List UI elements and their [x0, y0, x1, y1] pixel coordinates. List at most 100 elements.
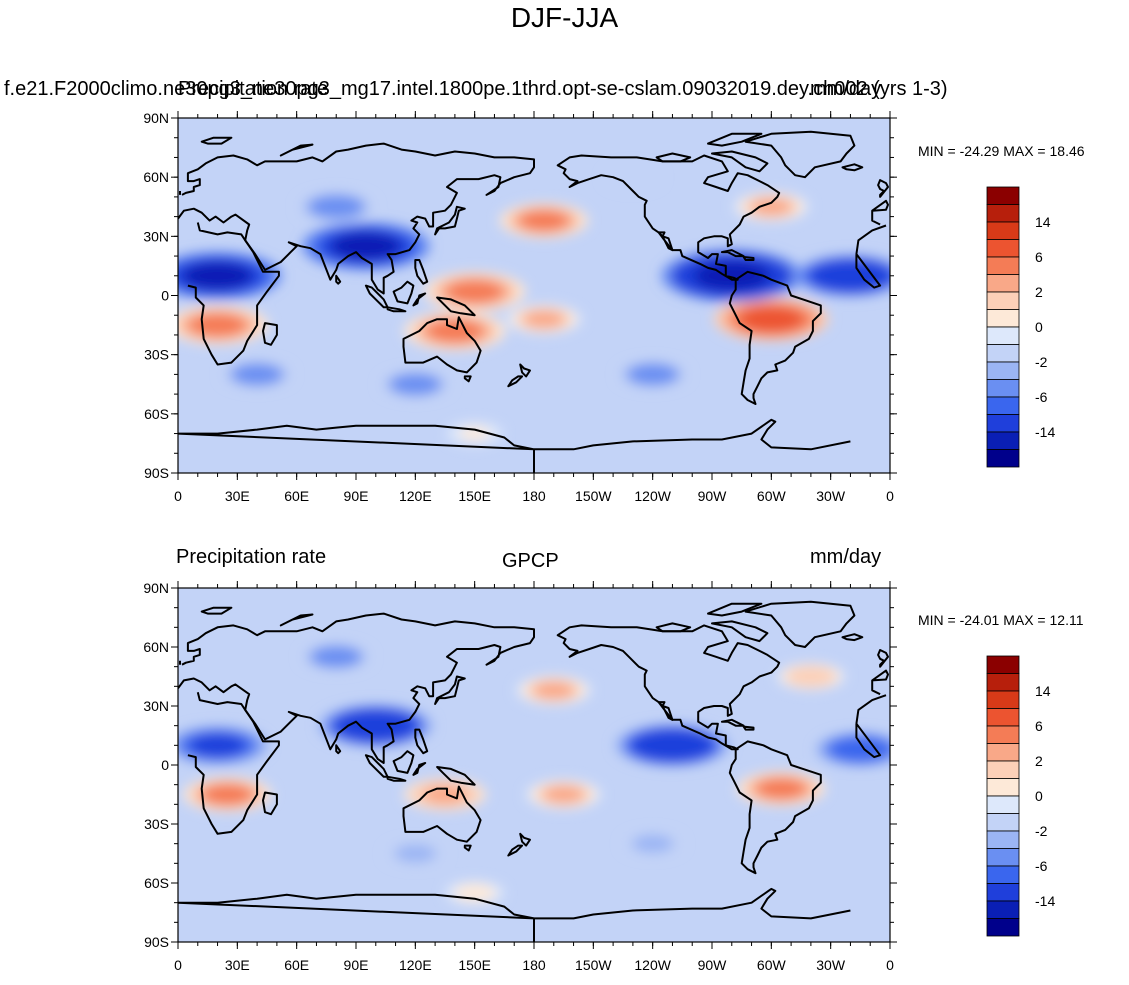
coastline-8: [412, 762, 427, 776]
colorbar-box: [986, 431, 1020, 450]
lon-tick-label: 90W: [698, 957, 728, 973]
field-feature-5-ring-3: [751, 198, 792, 216]
colorbar-box: [986, 760, 1020, 779]
field-feature-4-ring-3: [238, 366, 276, 383]
field-feature-13-ring-3: [641, 732, 704, 758]
coastline-20: [711, 620, 769, 643]
coastline-21: [707, 602, 763, 617]
lat-tick-label: 60N: [143, 169, 169, 185]
colorbar-box: [986, 865, 1020, 884]
field-feature-1-ring-3: [617, 170, 648, 184]
lon-tick-label: 150E: [458, 488, 491, 504]
lon-tick-label: 30W: [816, 957, 846, 973]
coastline-22: [655, 152, 692, 163]
lat-tick-label: 90S: [144, 934, 169, 950]
coastline-14: [507, 375, 524, 388]
coastline-15: [335, 274, 342, 285]
field-feature-0-ring-3: [459, 426, 490, 441]
colorbar-label: -14: [1035, 424, 1055, 440]
colorbar-box: [986, 813, 1020, 832]
coastline-28: [200, 136, 233, 145]
lon-tick-label: 90E: [344, 957, 369, 973]
coastline-7: [386, 775, 407, 782]
coastline-26: [178, 418, 851, 473]
colorbar-box: [986, 274, 1020, 293]
colorbar-box: [986, 379, 1020, 398]
colorbar-label: 0: [1035, 319, 1043, 335]
coastline-0: [187, 691, 887, 835]
colorbar-box: [986, 725, 1020, 744]
coastline-9: [414, 728, 429, 755]
lon-tick-label: 30W: [816, 488, 846, 504]
coastline-4: [434, 205, 466, 236]
field-feature-11-ring-3: [190, 734, 245, 757]
colorbar-box: [986, 344, 1020, 363]
colorbar-box: [986, 396, 1020, 415]
colorbar-box: [986, 361, 1020, 380]
colorbar-label: 2: [1035, 753, 1043, 769]
coastline-28: [200, 606, 233, 615]
coastline-20: [711, 150, 769, 173]
coastline-5: [364, 754, 389, 778]
lon-tick-label: 90W: [698, 488, 728, 504]
coastline-16: [556, 154, 781, 281]
field-feature-2-ring-3: [458, 885, 491, 900]
panel-0-minmax: MIN = -24.29 MAX = 18.46: [918, 143, 1085, 159]
field-feature-6-ring-3: [543, 785, 584, 804]
colorbar-1: 14 6 2 0 -2 -6 -14: [986, 655, 1055, 937]
lat-tick-label: 30N: [143, 698, 169, 714]
lat-tick-label: 90N: [143, 580, 169, 596]
colorbar-box: [986, 414, 1020, 433]
coastline-18: [744, 600, 856, 648]
coastline-12: [463, 375, 472, 383]
coastline-24: [742, 725, 755, 731]
field-feature-2-ring-3: [396, 376, 434, 393]
colorbar-box: [986, 309, 1020, 328]
colorbar-label: 0: [1035, 788, 1043, 804]
lat-tick-label: 0: [161, 288, 169, 304]
field-feature-3-ring-3: [634, 366, 672, 383]
axis-ticks-0: 90N 60N 30N 0 30S 60S 90S 0 30E 60E 90E 120E 150E 180…: [143, 110, 897, 504]
panel-0-title-center: Precipitation rate: [178, 78, 329, 100]
coastline-23: [720, 718, 745, 727]
coastline-13: [519, 363, 531, 378]
lon-tick-label: 0: [174, 488, 182, 504]
coastline-9: [414, 259, 429, 285]
panel-1-minmax: MIN = -24.01 MAX = 12.11: [918, 612, 1084, 628]
colorbar-box: [986, 221, 1020, 240]
coastline-2: [178, 612, 889, 764]
field-feature-15-ring-3: [183, 261, 252, 290]
coastline-25: [728, 270, 822, 405]
coastline-21: [707, 132, 763, 147]
panel-1-title-right: mm/day: [810, 546, 882, 568]
coastline-17: [657, 701, 674, 721]
coastline-19: [841, 633, 864, 642]
lat-tick-label: 60N: [143, 639, 169, 655]
lon-tick-label: 150E: [458, 957, 491, 973]
panel-0-title-left: f.e21.F2000climo.ne30pg3_ne30pg3_mg17.in…: [4, 78, 948, 100]
colorbar-label: 14: [1035, 683, 1051, 699]
colorbar-label: 2: [1035, 284, 1043, 300]
colorbar-box: [986, 291, 1020, 310]
colorbar-box: [986, 655, 1020, 674]
colorbar-box: [986, 326, 1020, 345]
coastline-6: [392, 280, 415, 305]
field-feature-6-ring-3: [523, 310, 565, 328]
colorbar-box: [986, 690, 1020, 709]
figure-title: DJF-JJA: [510, 2, 619, 33]
colorbar-box: [986, 778, 1020, 797]
colorbar-label: -6: [1035, 389, 1048, 405]
field-feature-9-ring-3: [757, 778, 805, 799]
coastline-26: [178, 887, 851, 942]
coastline-0: [187, 222, 887, 366]
colorbar-label: -2: [1035, 354, 1048, 370]
lat-tick-label: 90S: [144, 465, 169, 481]
lon-tick-label: 120W: [634, 957, 671, 973]
coastline-16: [556, 624, 781, 751]
coastline-11: [402, 785, 482, 843]
coastline-14: [507, 844, 524, 857]
coastline-12: [463, 844, 472, 852]
colorbar-box: [986, 848, 1020, 867]
lon-tick-label: 0: [174, 957, 182, 973]
field-feature-9-ring-3: [447, 280, 503, 303]
